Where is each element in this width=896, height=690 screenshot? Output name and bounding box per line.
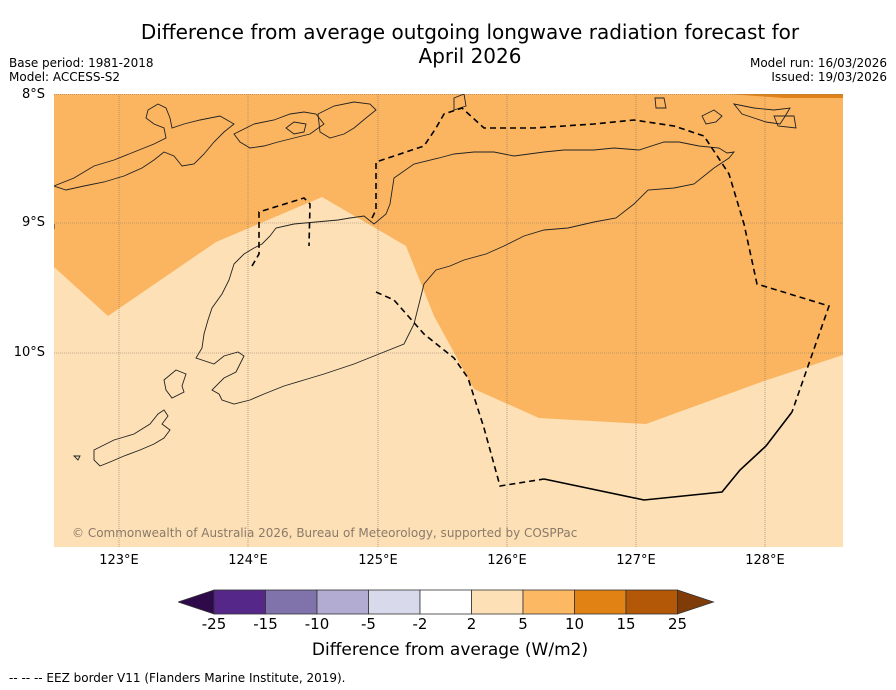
base-period: Base period: 1981-2018 <box>9 56 154 70</box>
colorbar-label: Difference from average (W/m2) <box>0 640 896 660</box>
colorbar-tick-label: 2 <box>466 615 477 633</box>
lon-label-126e: 126°E <box>487 553 527 568</box>
model-name: Model: ACCESS-S2 <box>9 70 121 84</box>
colorbar-segment <box>213 589 266 615</box>
colorbar-segment <box>316 589 369 615</box>
lon-label-128e: 128°E <box>745 553 785 568</box>
colorbar-tick-label: 5 <box>518 615 528 633</box>
region-5-to-10 <box>54 94 843 424</box>
colorbar-tick-label: -2 <box>412 615 428 633</box>
eez-footnote: -- -- -- EEZ border V11 (Flanders Marine… <box>9 671 346 685</box>
issued-date: Issued: 19/03/2026 <box>771 70 887 84</box>
lat-label-10s: 10°S <box>13 345 45 360</box>
colorbar-segment <box>265 589 318 615</box>
colorbar-tick-label: -15 <box>253 615 278 633</box>
copyright-notice: © Commonwealth of Australia 2026, Bureau… <box>72 526 578 540</box>
colorbar-segment <box>522 589 575 615</box>
colorbar-tick-label: 15 <box>616 615 636 633</box>
colorbar-tick-label: 10 <box>564 615 585 633</box>
lat-label-9s: 9°S <box>21 215 45 230</box>
meta-left: Base period: 1981-2018 Model: ACCESS-S2 <box>9 56 154 84</box>
colorbar <box>178 589 715 615</box>
lon-label-123e: 123°E <box>99 553 139 568</box>
colorbar-tick-label: -10 <box>304 615 330 633</box>
colorbar-tick-label: -5 <box>361 615 376 633</box>
colorbar-label-text: Difference from average (W/m2) <box>311 640 589 660</box>
colorbar-extend-low <box>178 589 215 615</box>
coastlines <box>54 94 797 467</box>
colorbar-segment <box>368 589 421 615</box>
lon-label-125e: 125°E <box>358 553 398 568</box>
lon-label-124e: 124°E <box>228 553 268 568</box>
colorbar-segment <box>419 589 472 615</box>
forecast-map[interactable] <box>54 94 843 547</box>
colorbar-segment <box>574 589 627 615</box>
lon-label-127e: 127°E <box>616 553 656 568</box>
colorbar-segment <box>625 589 678 615</box>
eez-border-solid <box>543 411 793 501</box>
lat-label-8s: 8°S <box>21 87 45 102</box>
eez-border <box>251 107 831 487</box>
graticule <box>54 94 843 547</box>
title-line-2: April 2026 <box>418 44 522 68</box>
title-line-1: Difference from average outgoing longwav… <box>140 20 800 44</box>
colorbar-segment <box>471 589 524 615</box>
colorbar-extend-high <box>677 589 715 615</box>
region-10-to-15 <box>729 94 843 98</box>
meta-right: Model run: 16/03/2026 Issued: 19/03/2026 <box>750 56 887 84</box>
colorbar-tick-label: -25 <box>201 615 227 633</box>
model-run: Model run: 16/03/2026 <box>749 56 887 70</box>
colorbar-tick-label: 25 <box>667 615 688 633</box>
page-title: Difference from average outgoing longwav… <box>90 20 850 68</box>
